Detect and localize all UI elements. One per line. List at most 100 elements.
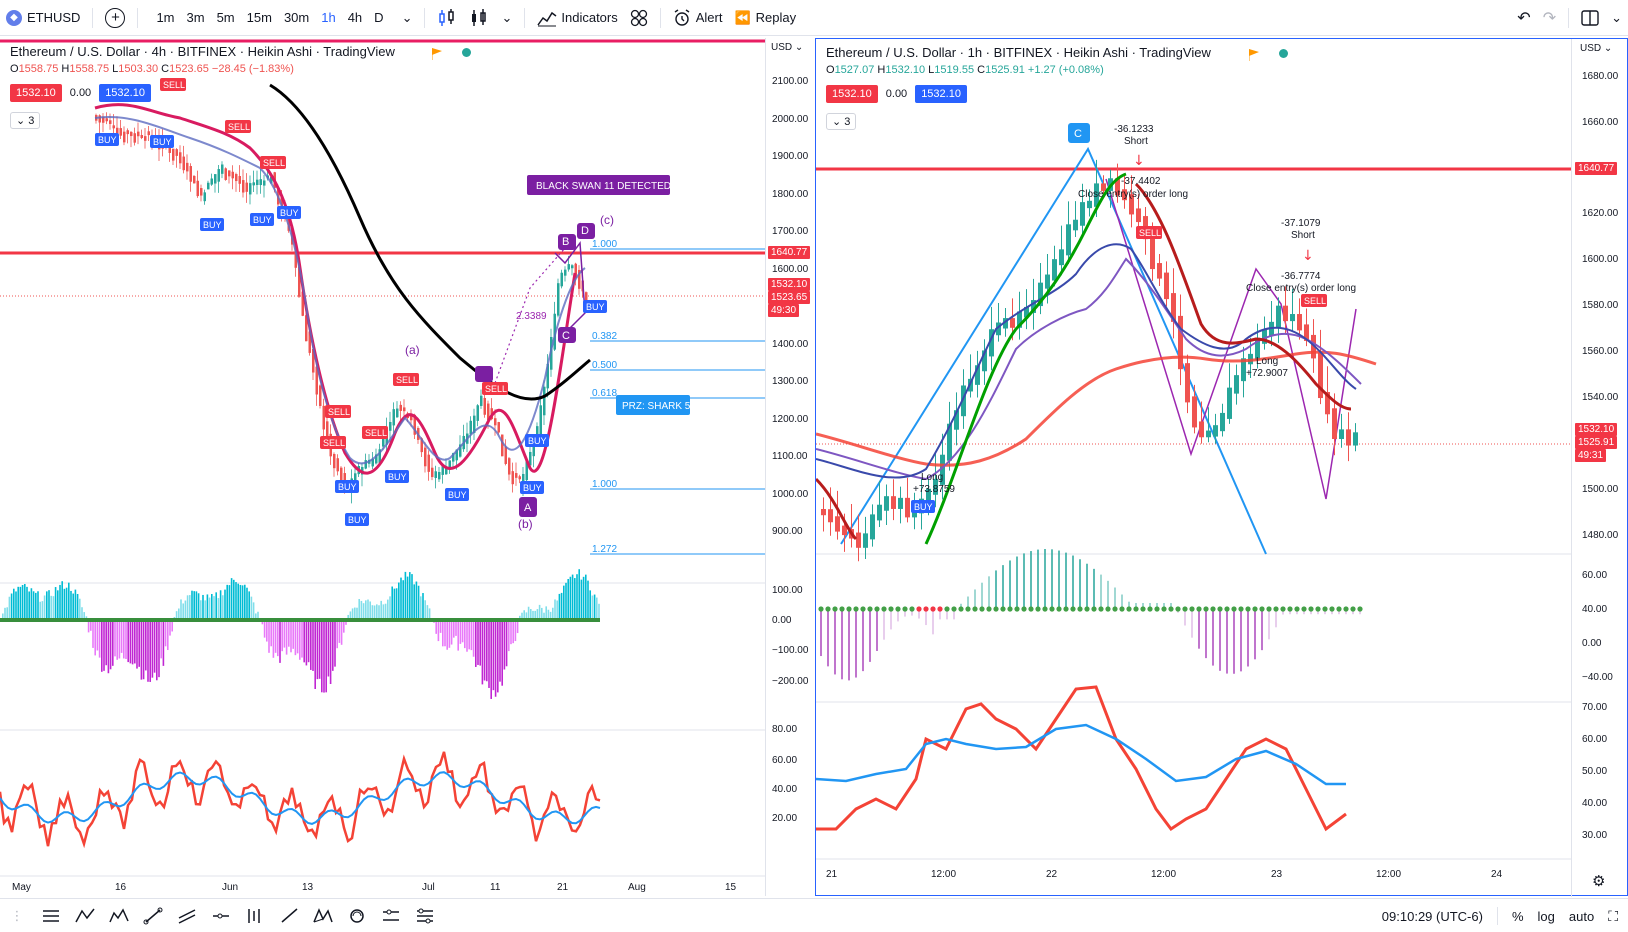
parallel-channel-icon[interactable] [175, 904, 199, 928]
bar-style-button[interactable] [431, 0, 463, 36]
timeframe-1h[interactable]: 1h [321, 10, 336, 25]
chart-pane-right[interactable]: C -36.1233 Short -37.4402 Close entry(s)… [815, 38, 1628, 897]
alert-button[interactable]: Alert [667, 0, 729, 36]
layout-dropdown[interactable]: ⌄ [1605, 0, 1628, 36]
timeframe-4h[interactable]: 4h [347, 10, 363, 25]
right-chart-title[interactable]: Ethereum / U.S. Dollar · 1h · BITFINEX ·… [826, 45, 1211, 60]
indicator-toggle[interactable]: ⌄ 3 [826, 113, 857, 130]
xabcd-pattern-icon[interactable] [311, 904, 335, 928]
right-time-axis[interactable]: 21 12:00 22 12:00 23 12:00 24 [826, 869, 1503, 880]
ohlc-low: 1503.30 [118, 63, 159, 75]
sell-signal-label: SELL [1304, 296, 1326, 306]
buy-price-button[interactable]: 1532.10 [99, 84, 151, 102]
price-tick: 1700.00 [772, 226, 809, 237]
split-layout-icon [1581, 9, 1599, 26]
price-tick: 1200.00 [772, 414, 809, 425]
sell-price-button[interactable]: 1532.10 [10, 84, 62, 102]
divider [1568, 7, 1570, 28]
sell-signal-label: SELL [1139, 228, 1161, 238]
rsi-tick: 70.00 [1582, 702, 1607, 713]
osc-tick: 40.00 [1582, 604, 1607, 615]
currency-label[interactable]: USD ⌄ [1580, 43, 1613, 54]
cycle-icon[interactable] [345, 904, 369, 928]
timeframe-dropdown[interactable]: ⌄ [396, 0, 419, 36]
sell-price-button[interactable]: 1532.10 [826, 85, 878, 103]
undo-button[interactable]: ↶ [1511, 0, 1536, 36]
auto-toggle[interactable]: auto [1568, 908, 1595, 924]
timeframe-D[interactable]: D [374, 10, 384, 25]
compare-button[interactable]: + [99, 0, 131, 36]
chart-pane-left[interactable]: B D C A (a) (b) (c) 2.3389 1.000 0.382 0… [0, 38, 812, 896]
percent-toggle[interactable]: % [1511, 908, 1524, 924]
timeframe-3m[interactable]: 3m [186, 10, 205, 25]
svg-text:SELL: SELL [328, 407, 350, 417]
indicator-toggle[interactable]: ⌄ 3 [10, 112, 41, 129]
currency-text: USD [771, 42, 793, 53]
log-toggle[interactable]: log [1537, 908, 1555, 924]
prz-text: PRZ: SHARK 5 [622, 401, 691, 412]
left-plot[interactable]: B D C A (a) (b) (c) 2.3389 1.000 0.382 0… [0, 38, 765, 896]
indicators-button[interactable]: Indicators [531, 0, 623, 36]
left-chart-title[interactable]: Ethereum / U.S. Dollar · 4h · BITFINEX ·… [10, 44, 395, 59]
divider [92, 7, 94, 28]
bar-pattern-icon[interactable] [243, 904, 267, 928]
rsi-red-line [0, 751, 601, 849]
zigzag-pattern[interactable] [1105, 178, 1357, 500]
layout-button[interactable] [1575, 0, 1605, 36]
harmonic-pattern[interactable] [475, 223, 595, 517]
long1-value: +73.8759 [913, 484, 955, 495]
clock-time[interactable]: 09:10:29 (UTC-6) [1381, 908, 1483, 924]
flag-icon[interactable] [1248, 48, 1259, 66]
trend-line-icon[interactable] [141, 904, 165, 928]
horizontal-ray-icon[interactable] [209, 904, 233, 928]
osc-tick: 0.00 [772, 615, 792, 626]
rsi-tick: 80.00 [772, 724, 797, 735]
right-price-axis[interactable]: USD ⌄ 1680.00 1660.00 1620.00 1600.00 1580.0… [1571, 39, 1626, 897]
abc-pattern-icon[interactable] [73, 904, 97, 928]
position-tool-icon[interactable] [379, 904, 403, 928]
close1-label: Close entry(s) order long [1078, 189, 1188, 200]
drag-handle-icon[interactable]: ⋮ [10, 907, 24, 923]
osc-tick: −200.00 [772, 676, 809, 687]
ray-icon[interactable] [277, 904, 301, 928]
lines-tool-icon[interactable] [39, 904, 63, 928]
elliott-wave-icon[interactable] [107, 904, 131, 928]
settings-lines-icon[interactable] [413, 904, 437, 928]
time-tick: 12:00 [931, 869, 956, 880]
svg-text:BUY: BUY [523, 483, 542, 493]
fullscreen-icon[interactable]: ⛶ [1608, 907, 1618, 924]
chart-settings-button[interactable]: ⚙ [1592, 872, 1605, 891]
timeframe-5m[interactable]: 5m [216, 10, 235, 25]
top-toolbar: ◆ ETHUSD + 1m 3m 5m 15m 30m 1h 4h D ⌄ ⌄ Indicat… [0, 0, 1628, 36]
replay-button[interactable]: ⏪ Replay [728, 0, 802, 36]
left-price-axis[interactable]: USD ⌄ 2100.00 2000.00 1900.00 1800.00 1700.0… [765, 38, 812, 896]
heikin-ashi-button[interactable] [463, 0, 495, 36]
right-plot[interactable]: C -36.1233 Short -37.4402 Close entry(s)… [816, 39, 1571, 895]
templates-button[interactable] [624, 0, 654, 36]
symbol-search[interactable]: ◆ ETHUSD [0, 0, 86, 36]
dark-red-trend-ma [1134, 182, 1352, 411]
redo-button[interactable]: ↷ [1537, 0, 1562, 36]
pattern-point-c-badge[interactable] [1068, 123, 1090, 143]
prz-badge[interactable] [616, 395, 690, 415]
right-oscillator [818, 549, 1363, 681]
timeframe-1m[interactable]: 1m [156, 10, 175, 25]
left-ohlc: O1558.75 H1558.75 L1503.30 C1523.65 −28.… [10, 63, 294, 75]
osc-tick: −40.00 [1582, 672, 1613, 683]
timeframe-15m[interactable]: 15m [246, 10, 272, 25]
price-tick: 1480.00 [1582, 530, 1619, 541]
trend-lines[interactable] [840, 146, 1267, 555]
black-swan-badge[interactable] [527, 175, 670, 195]
svg-text:BUY: BUY [586, 302, 605, 312]
buy-price-button[interactable]: 1532.10 [915, 85, 967, 103]
time-tick: 22 [1046, 869, 1058, 880]
timeframe-30m[interactable]: 30m [283, 10, 310, 25]
flag-icon[interactable] [431, 47, 442, 65]
timeframe-group: 1m 3m 5m 15m 30m 1h 4h D [144, 0, 395, 36]
long2-value: +72.9007 [1246, 368, 1288, 379]
left-time-axis[interactable]: May 16 Jun 13 Jul 11 21 Aug 15 [12, 882, 737, 893]
currency-label[interactable]: USD ⌄ [771, 42, 804, 53]
short1-value: -36.1233 [1114, 124, 1154, 135]
wave-label-a: (a) [405, 343, 420, 357]
chart-type-dropdown[interactable]: ⌄ [495, 0, 518, 36]
